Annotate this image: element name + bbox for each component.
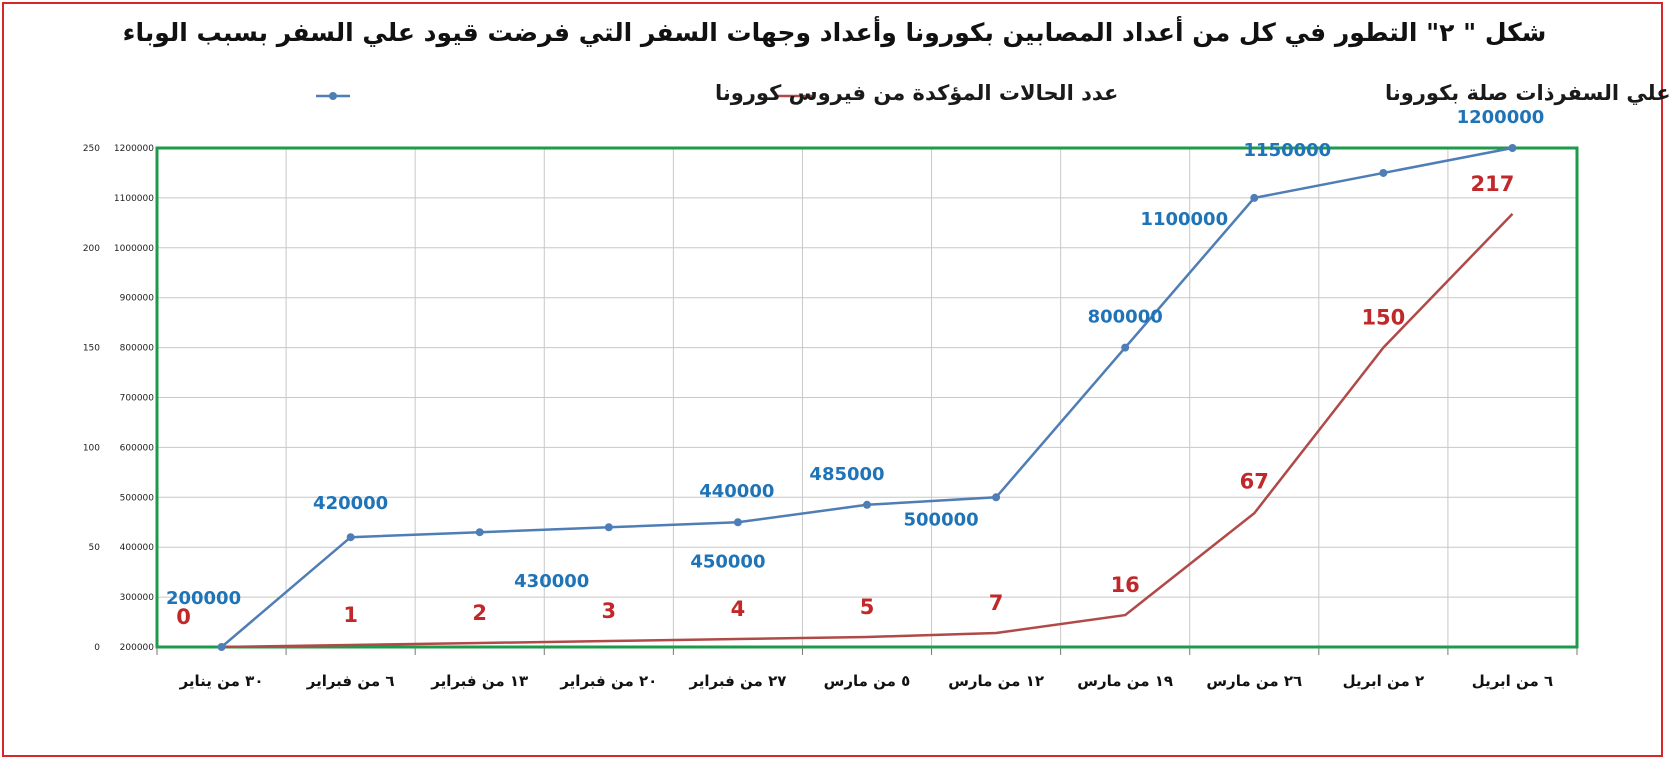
data-point-cases: [604, 523, 613, 532]
series-lines: 200000 420000 430000 440000 450000 485000 5000…: [166, 107, 1544, 651]
data-label-cases: 485000: [809, 464, 884, 485]
data-label-cases: 1200000: [1457, 107, 1545, 128]
data-label-destinations: 7: [989, 591, 1004, 615]
y-secondary-tick-label: 900000: [120, 294, 155, 304]
data-point-cases: [1250, 193, 1259, 202]
data-point-cases: [1121, 343, 1130, 352]
data-label-cases: 440000: [699, 481, 774, 502]
y-primary-tick-label: 250: [83, 144, 100, 154]
data-label-cases: 420000: [313, 493, 388, 514]
data-label-destinations: 16: [1111, 573, 1140, 597]
x-tick-label: ١٢ من مارس: [948, 672, 1044, 690]
data-label-destinations: 3: [602, 599, 617, 623]
data-point-cases: [863, 500, 871, 509]
data-point-cases: [733, 518, 742, 527]
data-label-destinations: 217: [1471, 172, 1515, 196]
y-secondary-tick-label: 600000: [120, 443, 155, 453]
y-primary-tick-label: 200: [83, 244, 100, 254]
x-tick-label: ١٩ من مارس: [1077, 672, 1173, 690]
y-primary-tick-label: 150: [83, 344, 100, 354]
data-label-cases: 450000: [690, 551, 765, 572]
x-tick-label: ٢٦ من مارس: [1206, 672, 1302, 690]
axis-ticks: 2502001501005001200000110000010000009000…: [83, 144, 1578, 690]
series-line-destinations: [221, 212, 1514, 649]
data-label-destinations: 2: [472, 601, 487, 625]
chart-title: شكل " ٢" التطور في كل من أعداد المصابين …: [122, 18, 1547, 47]
data-point-cases: [1508, 144, 1517, 152]
data-point-cases: [992, 493, 1001, 502]
data-label-cases: 800000: [1088, 307, 1163, 328]
y-primary-tick-label: 0: [94, 643, 100, 653]
x-tick-label: ٥ من مارس: [824, 672, 911, 690]
x-tick-label: ٢٧ من فبراير: [688, 672, 786, 690]
y-secondary-tick-label: 800000: [120, 344, 155, 354]
data-label-destinations: 5: [860, 595, 875, 619]
x-tick-label: ٦ من ابريل: [1472, 672, 1554, 690]
legend: عدد وجهات السفر التي بها قيود علي السفرذ…: [316, 81, 1669, 105]
y-secondary-tick-label: 400000: [120, 543, 155, 553]
y-primary-tick-label: 50: [89, 543, 101, 553]
x-tick-label: ١٣ من فبراير: [430, 672, 528, 690]
data-label-destinations: 4: [731, 597, 746, 621]
data-label-cases: 430000: [514, 571, 589, 592]
x-tick-label: ٢٠ من فبراير: [559, 672, 657, 690]
y-secondary-tick-label: 500000: [120, 493, 155, 503]
data-label-cases: 1100000: [1140, 209, 1228, 230]
data-point-cases: [475, 528, 484, 537]
y-secondary-tick-label: 1100000: [114, 194, 154, 204]
y-secondary-tick-label: 300000: [120, 593, 155, 603]
legend-label-cases: عدد الحالات المؤكدة من فيروس كورونا: [715, 81, 1118, 105]
data-label-destinations: 150: [1361, 306, 1405, 330]
data-label-destinations: 1: [343, 603, 358, 627]
plot-area-border: [155, 146, 1579, 649]
data-point-cases: [1379, 168, 1388, 177]
y-secondary-tick-label: 1200000: [114, 144, 154, 154]
data-point-cases: [217, 643, 226, 651]
data-label-cases: 200000: [166, 588, 241, 609]
grid-lines: [157, 148, 1577, 647]
data-label-destinations: 0: [176, 605, 191, 629]
data-label-cases: 500000: [904, 509, 979, 530]
legend-marker-cases: [329, 92, 337, 100]
x-tick-label: ٦ من فبراير: [306, 672, 395, 690]
data-point-cases: [346, 533, 355, 542]
y-secondary-tick-label: 200000: [120, 643, 155, 653]
y-secondary-tick-label: 700000: [120, 394, 155, 404]
y-primary-tick-label: 100: [83, 443, 100, 453]
y-secondary-tick-label: 1000000: [114, 244, 154, 254]
data-label-cases: 1150000: [1244, 140, 1332, 161]
data-label-destinations: 67: [1240, 469, 1269, 493]
legend-label-destinations: عدد وجهات السفر التي بها قيود علي السفرذ…: [1385, 81, 1669, 105]
x-tick-label: ٢ من ابريل: [1343, 672, 1425, 690]
x-tick-label: ٣٠ من يناير: [179, 672, 264, 690]
